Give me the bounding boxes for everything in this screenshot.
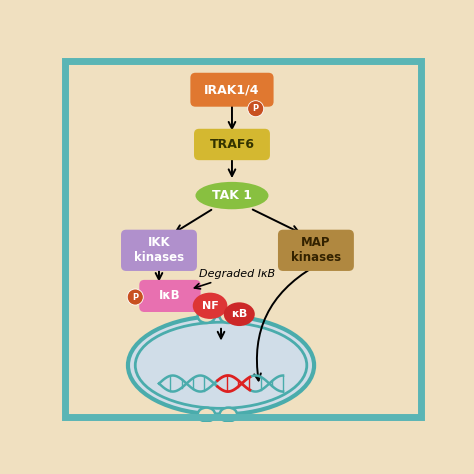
FancyBboxPatch shape: [194, 129, 270, 160]
Circle shape: [127, 289, 143, 305]
Text: IRAK1/4: IRAK1/4: [204, 83, 260, 96]
FancyBboxPatch shape: [139, 280, 201, 312]
Ellipse shape: [135, 322, 307, 409]
Text: P: P: [253, 104, 259, 113]
Text: IκB: IκB: [159, 290, 181, 302]
Text: Degraded IκB: Degraded IκB: [194, 269, 275, 289]
Text: TRAF6: TRAF6: [210, 138, 255, 151]
Ellipse shape: [198, 309, 215, 323]
FancyBboxPatch shape: [278, 230, 354, 271]
FancyBboxPatch shape: [191, 73, 273, 107]
Text: NF: NF: [202, 301, 219, 311]
Text: IKK
kinases: IKK kinases: [134, 237, 184, 264]
Ellipse shape: [219, 408, 237, 421]
Ellipse shape: [195, 182, 268, 209]
Text: MAP
kinases: MAP kinases: [291, 237, 341, 264]
Ellipse shape: [128, 316, 314, 415]
Ellipse shape: [219, 309, 237, 323]
Text: TAK 1: TAK 1: [212, 189, 252, 202]
FancyBboxPatch shape: [121, 230, 197, 271]
Ellipse shape: [224, 302, 255, 326]
Circle shape: [248, 100, 264, 117]
Text: P: P: [132, 292, 138, 301]
Ellipse shape: [198, 408, 215, 421]
Ellipse shape: [193, 292, 228, 319]
Text: κB: κB: [231, 309, 247, 319]
